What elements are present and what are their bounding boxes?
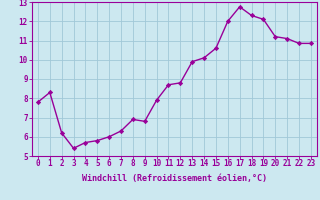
X-axis label: Windchill (Refroidissement éolien,°C): Windchill (Refroidissement éolien,°C) (82, 174, 267, 183)
